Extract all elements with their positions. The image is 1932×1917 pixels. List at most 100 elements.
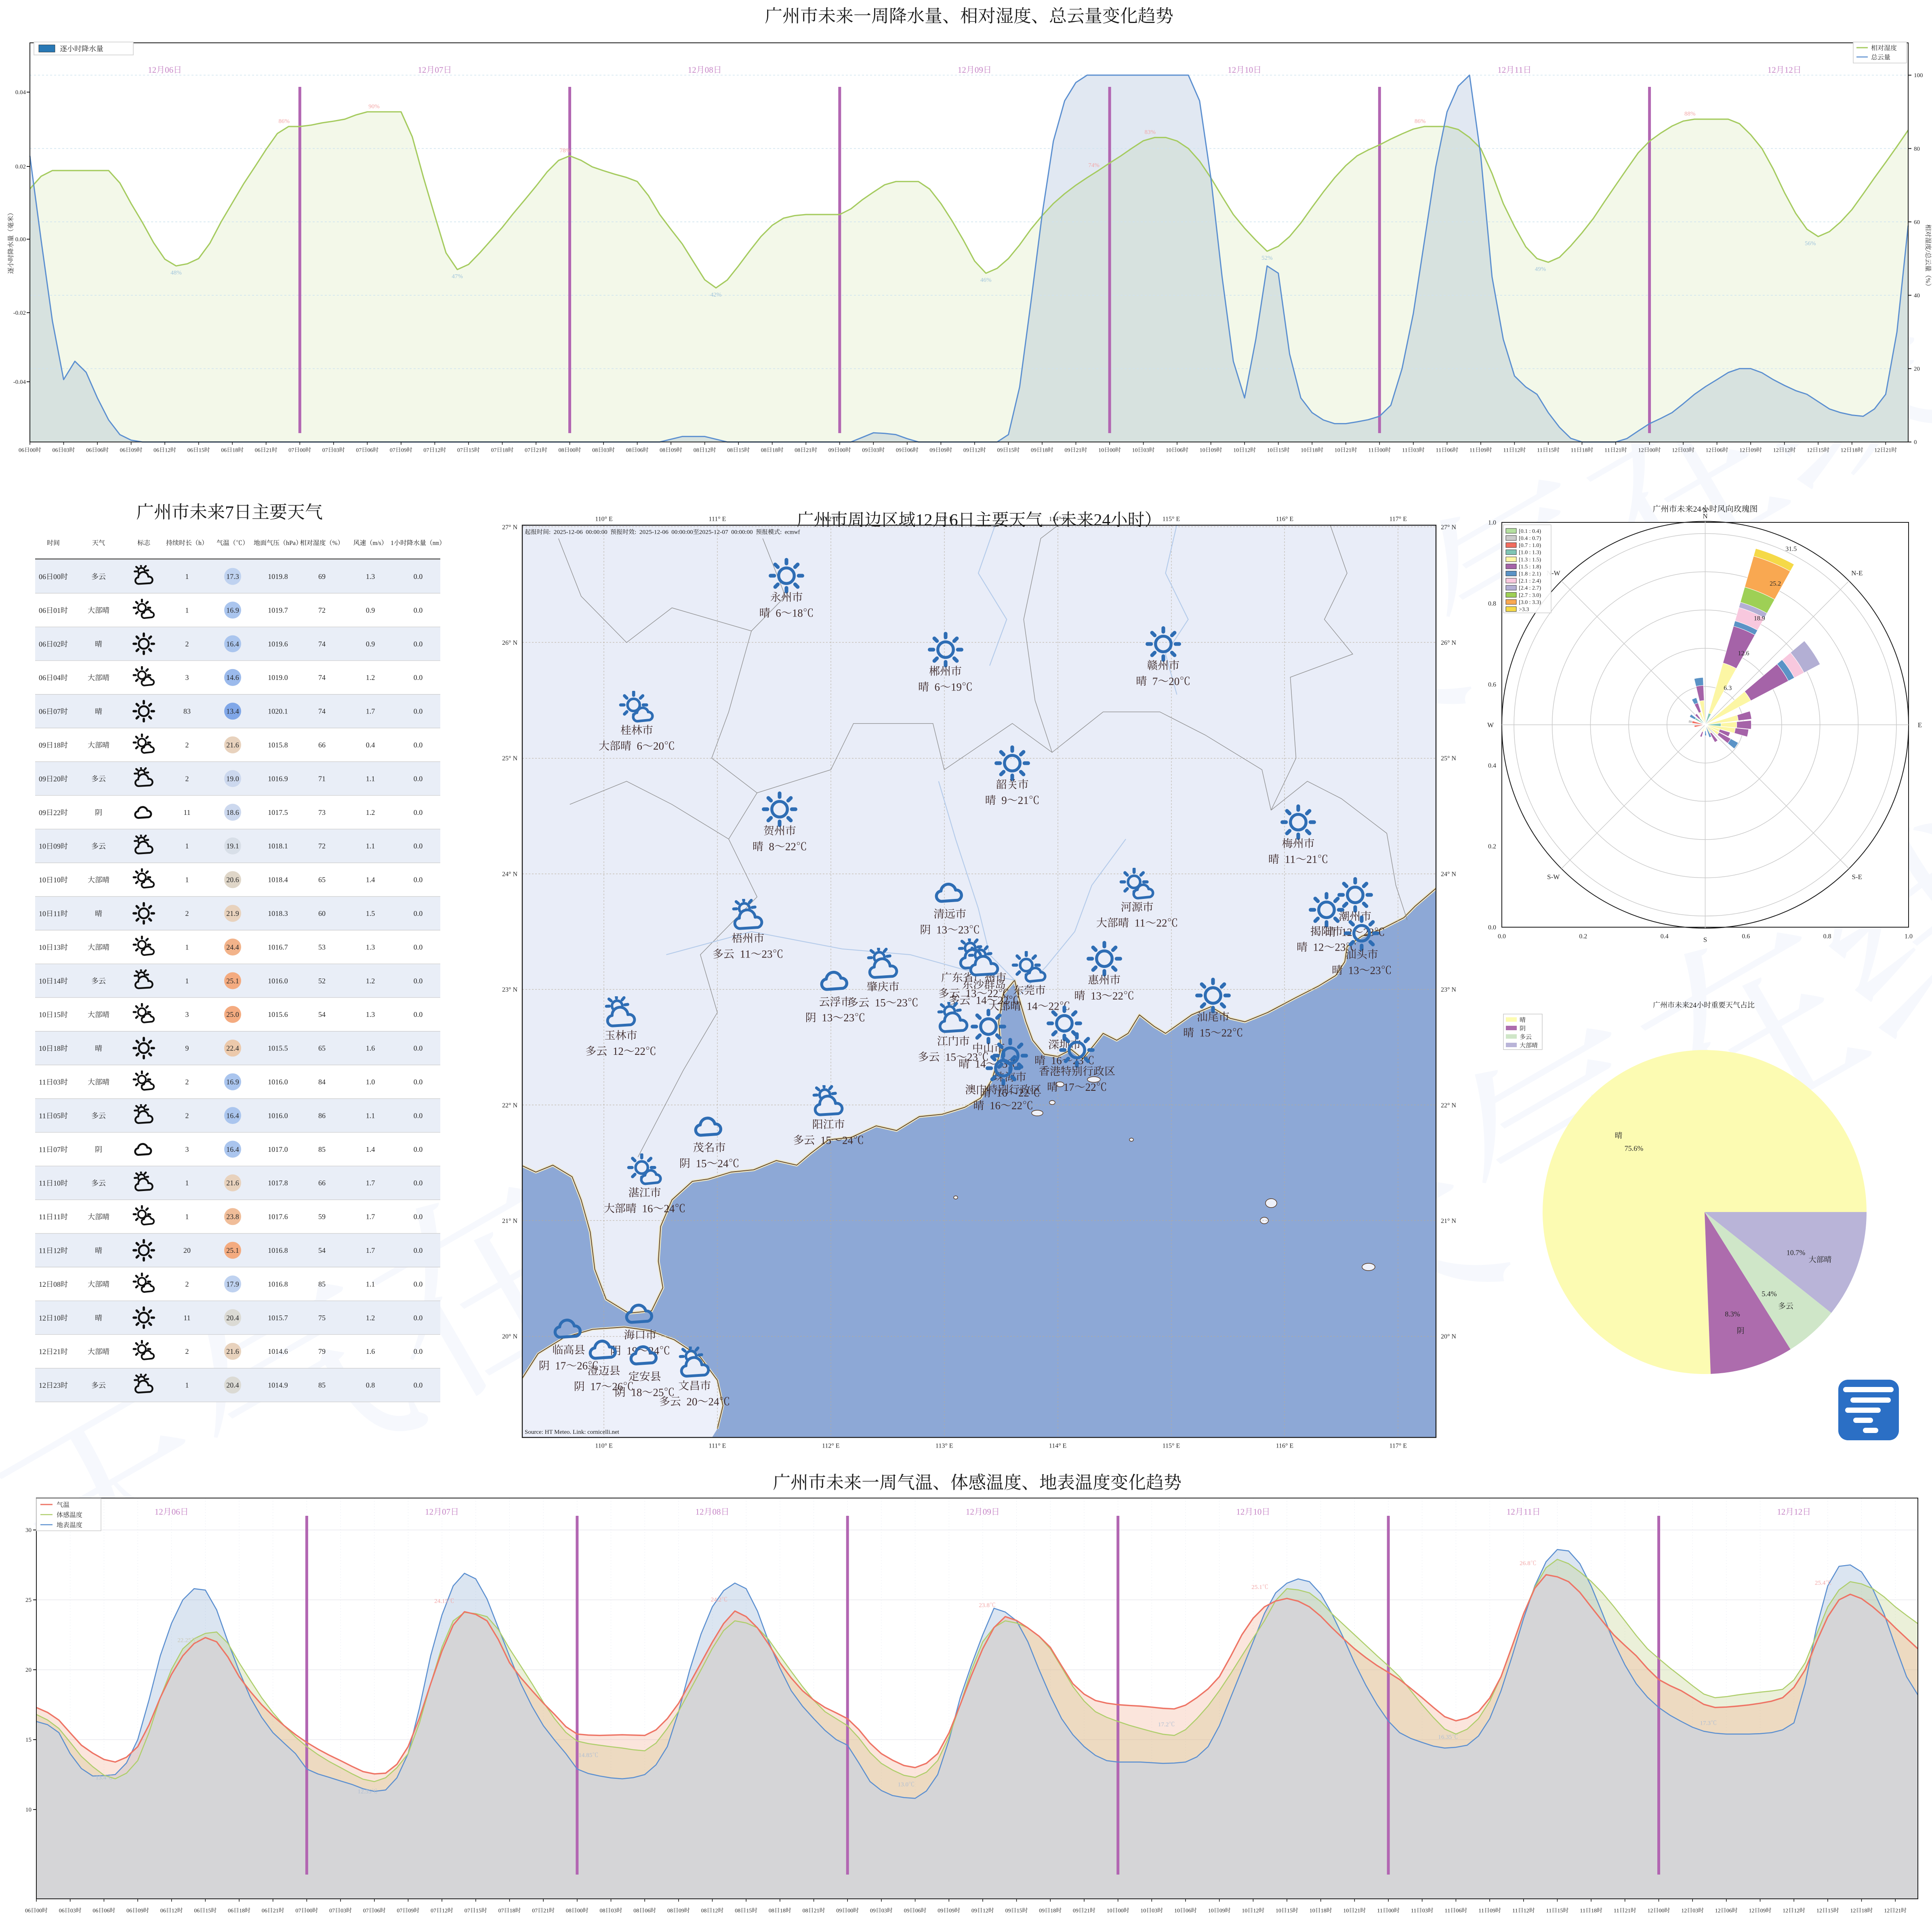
svg-text:21° N: 21° N <box>1441 1218 1456 1225</box>
svg-text:90%: 90% <box>368 103 380 110</box>
svg-text:06: 06 <box>262 1908 267 1914</box>
svg-text:09: 09 <box>1005 1908 1011 1914</box>
svg-text:24: 24 <box>1094 511 1111 530</box>
svg-text:09: 09 <box>938 1908 943 1914</box>
svg-text:21: 21 <box>1616 447 1621 453</box>
svg-text:17.3: 17.3 <box>1700 1720 1711 1726</box>
svg-text:15: 15 <box>476 1908 481 1914</box>
svg-text:1: 1 <box>391 540 394 547</box>
svg-text:85: 85 <box>318 1145 326 1153</box>
svg-text:06: 06 <box>39 606 46 614</box>
svg-text:06: 06 <box>97 447 103 453</box>
svg-text:15: 15 <box>205 1908 211 1914</box>
svg-text:1: 1 <box>185 977 189 985</box>
svg-text:17: 17 <box>590 1380 601 1393</box>
svg-text:10: 10 <box>1253 1507 1261 1517</box>
svg-text:23° N: 23° N <box>502 987 517 993</box>
svg-text:88%: 88% <box>1684 111 1696 117</box>
svg-text:19.0: 19.0 <box>226 774 239 783</box>
svg-text:12: 12 <box>1794 1507 1802 1517</box>
svg-text:10: 10 <box>53 1179 61 1187</box>
svg-text:0.0: 0.0 <box>414 1280 423 1288</box>
svg-text:19: 19 <box>951 681 962 693</box>
svg-text:08: 08 <box>727 447 733 453</box>
svg-text:42%: 42% <box>711 292 722 298</box>
svg-text:1.7: 1.7 <box>366 707 375 715</box>
svg-text:18: 18 <box>510 1908 515 1914</box>
svg-text:6: 6 <box>776 607 781 619</box>
svg-text:12: 12 <box>1236 1507 1245 1517</box>
svg-text:21° N: 21° N <box>502 1218 517 1225</box>
svg-text:1018.3: 1018.3 <box>268 909 288 917</box>
svg-text:18: 18 <box>772 447 778 453</box>
svg-text:20° N: 20° N <box>502 1333 517 1340</box>
svg-text:12: 12 <box>1841 447 1846 453</box>
svg-text:03: 03 <box>603 447 609 453</box>
svg-text:03: 03 <box>53 1078 61 1086</box>
svg-text:10: 10 <box>53 876 61 884</box>
svg-text:27° N: 27° N <box>1441 524 1456 531</box>
svg-text:116° E: 116° E <box>1276 1443 1294 1450</box>
svg-text:16: 16 <box>1051 1054 1062 1067</box>
svg-text:[2.4 : 2.7): [2.4 : 2.7) <box>1519 585 1541 591</box>
svg-text:03: 03 <box>1422 1908 1428 1914</box>
svg-text:08: 08 <box>769 1908 774 1914</box>
svg-text:12: 12 <box>1874 447 1880 453</box>
svg-text:0.0: 0.0 <box>414 977 423 985</box>
svg-text:12: 12 <box>1672 447 1678 453</box>
svg-text:[0.7 : 1.0): [0.7 : 1.0) <box>1519 543 1541 549</box>
svg-text:25° N: 25° N <box>1441 755 1456 762</box>
svg-text:65: 65 <box>318 1044 326 1052</box>
svg-text:1.0: 1.0 <box>366 1078 375 1086</box>
svg-text:0.0: 0.0 <box>414 572 423 581</box>
svg-text:1.3: 1.3 <box>366 572 375 581</box>
svg-text:1: 1 <box>185 1179 189 1187</box>
svg-text:12: 12 <box>148 65 156 75</box>
svg-text:40: 40 <box>1914 292 1920 299</box>
svg-text::: : <box>549 529 551 536</box>
svg-text:mm: mm <box>433 540 439 547</box>
svg-text:09: 09 <box>401 447 407 453</box>
svg-text:15: 15 <box>738 447 744 453</box>
svg-text:74%: 74% <box>1088 162 1099 168</box>
svg-text:22.25: 22.25 <box>177 1637 191 1643</box>
svg-text:12: 12 <box>1706 447 1711 453</box>
svg-text:23: 23 <box>53 1381 61 1389</box>
svg-text:12: 12 <box>1253 1908 1259 1914</box>
svg-text:2025-12-06: 2025-12-06 <box>639 529 669 536</box>
svg-text:0.0: 0.0 <box>414 1179 423 1187</box>
svg-text:15: 15 <box>1287 1908 1293 1914</box>
svg-text:11: 11 <box>39 1078 46 1086</box>
svg-text:10: 10 <box>1301 447 1306 453</box>
svg-text:24: 24 <box>842 1134 854 1147</box>
svg-text:%: % <box>332 540 338 547</box>
svg-text:10: 10 <box>39 1044 46 1052</box>
svg-text:1.3: 1.3 <box>366 943 375 951</box>
svg-text:23: 23 <box>1370 964 1381 976</box>
svg-text:1.2: 1.2 <box>366 673 375 682</box>
svg-text:18: 18 <box>53 741 61 749</box>
svg-text:83: 83 <box>183 707 191 715</box>
svg-text:15: 15 <box>820 1134 831 1147</box>
svg-text:1016.8: 1016.8 <box>268 1246 288 1254</box>
svg-text:22: 22 <box>1011 1100 1022 1112</box>
svg-text:15: 15 <box>1557 1908 1563 1914</box>
svg-text:12: 12 <box>1768 65 1776 75</box>
svg-text:1.6: 1.6 <box>366 1044 375 1052</box>
svg-text:[1.0 : 1.3): [1.0 : 1.3) <box>1519 550 1541 556</box>
svg-text:1.1: 1.1 <box>366 842 375 850</box>
svg-text:00: 00 <box>1388 1908 1394 1914</box>
svg-text:2: 2 <box>185 741 189 749</box>
svg-text:1017.0: 1017.0 <box>268 1145 288 1153</box>
svg-text:1017.8: 1017.8 <box>268 1179 288 1187</box>
svg-text:26° N: 26° N <box>502 640 517 646</box>
svg-text:24: 24 <box>717 1157 729 1170</box>
svg-text:m/s: m/s <box>372 540 381 547</box>
svg-text:03: 03 <box>1692 1908 1698 1914</box>
svg-text:05: 05 <box>53 1112 61 1120</box>
svg-text:17: 17 <box>1064 1081 1074 1093</box>
svg-text:21: 21 <box>1886 447 1891 453</box>
svg-text:80: 80 <box>1914 146 1920 152</box>
svg-text:2: 2 <box>185 1280 189 1288</box>
svg-text:23.8: 23.8 <box>226 1213 239 1221</box>
